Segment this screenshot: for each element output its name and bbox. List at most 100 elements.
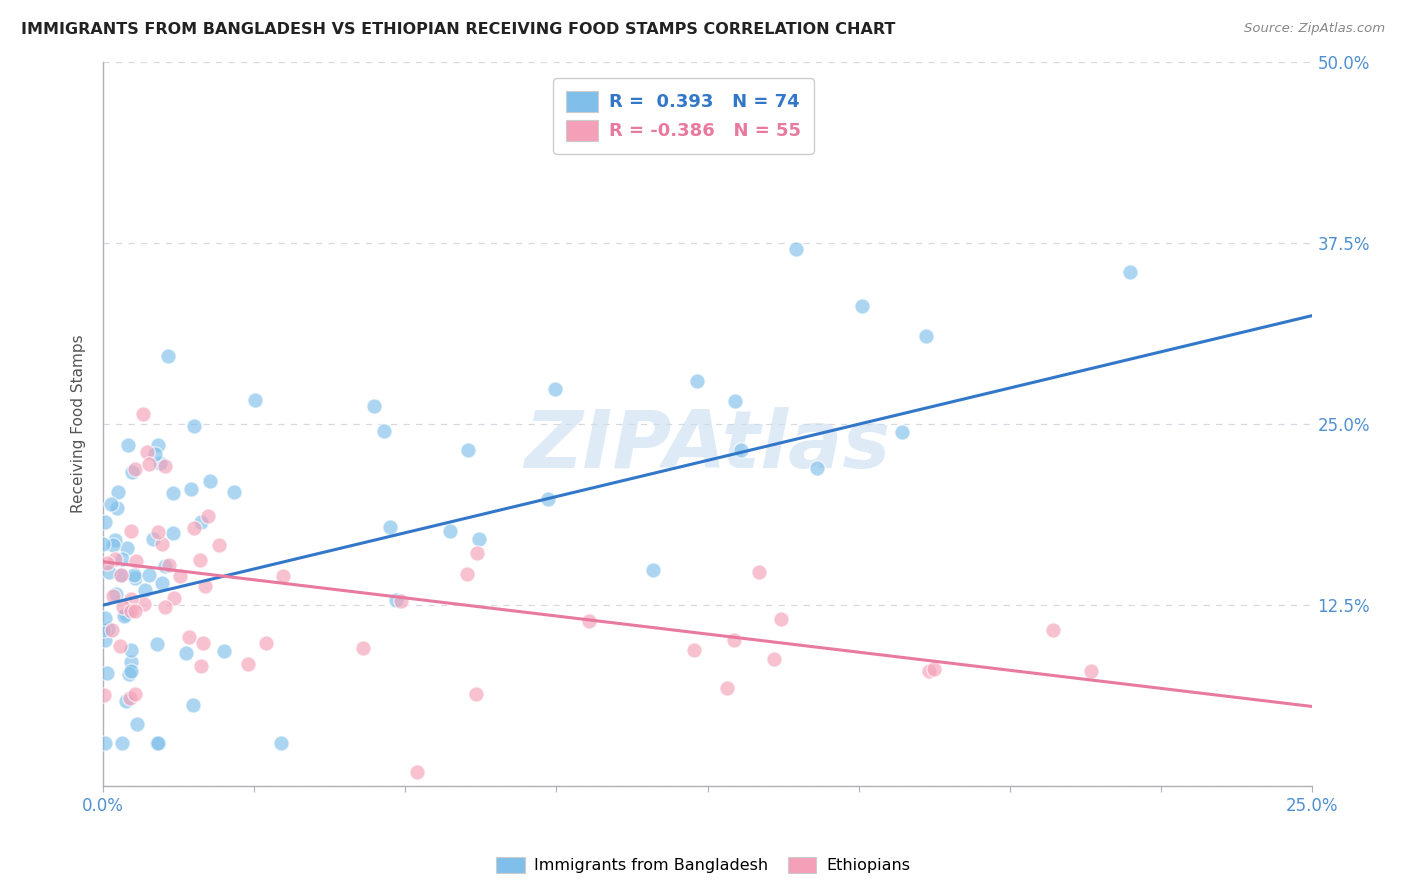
Point — [125, 554, 148, 568]
Point — [785, 242, 807, 256]
Point — [762, 651, 785, 665]
Point — [132, 597, 155, 611]
Legend: R =  0.393   N = 74, R = -0.386   N = 55: R = 0.393 N = 74, R = -0.386 N = 55 — [553, 78, 814, 153]
Point — [198, 474, 221, 488]
Point — [157, 350, 180, 364]
Point — [153, 600, 176, 615]
Point — [110, 568, 132, 582]
Point — [101, 537, 124, 551]
Point — [157, 558, 180, 573]
Point — [124, 571, 146, 585]
Point — [94, 736, 117, 750]
Point — [716, 681, 738, 695]
Point — [174, 646, 197, 660]
Point — [748, 566, 770, 580]
Point — [148, 736, 170, 750]
Point — [150, 537, 173, 551]
Point — [105, 501, 128, 516]
Point — [190, 658, 212, 673]
Point — [108, 639, 131, 653]
Point — [121, 466, 143, 480]
Text: ZIPAtlas: ZIPAtlas — [524, 407, 891, 485]
Point — [111, 552, 134, 566]
Point — [1042, 623, 1064, 637]
Text: Source: ZipAtlas.com: Source: ZipAtlas.com — [1244, 22, 1385, 36]
Point — [153, 458, 176, 473]
Point — [118, 691, 141, 706]
Point — [112, 608, 135, 623]
Point — [132, 407, 155, 421]
Point — [96, 666, 118, 681]
Point — [120, 524, 142, 538]
Legend: Immigrants from Bangladesh, Ethiopians: Immigrants from Bangladesh, Ethiopians — [489, 850, 917, 880]
Point — [142, 533, 165, 547]
Point — [270, 736, 292, 750]
Point — [851, 299, 873, 313]
Point — [254, 636, 277, 650]
Point — [149, 456, 172, 470]
Point — [115, 607, 138, 622]
Point — [94, 632, 117, 647]
Point — [194, 579, 217, 593]
Point — [146, 637, 169, 651]
Point — [111, 599, 134, 614]
Point — [93, 515, 115, 529]
Point — [96, 556, 118, 570]
Point — [97, 623, 120, 637]
Point — [378, 519, 401, 533]
Point — [110, 567, 132, 582]
Point — [125, 717, 148, 731]
Point — [686, 374, 709, 388]
Point — [143, 447, 166, 461]
Point — [117, 438, 139, 452]
Point — [177, 630, 200, 644]
Point — [111, 736, 134, 750]
Point — [1119, 265, 1142, 279]
Point — [544, 382, 567, 396]
Point — [271, 569, 294, 583]
Point — [120, 656, 142, 670]
Point — [468, 532, 491, 546]
Point — [146, 438, 169, 452]
Point — [122, 567, 145, 582]
Point — [120, 592, 142, 607]
Point — [385, 593, 408, 607]
Point — [208, 538, 231, 552]
Point — [117, 666, 139, 681]
Point — [922, 661, 945, 675]
Point — [224, 485, 246, 500]
Point — [769, 612, 792, 626]
Point — [138, 457, 160, 471]
Point — [197, 509, 219, 524]
Point — [352, 640, 374, 655]
Point — [183, 698, 205, 712]
Point — [641, 563, 664, 577]
Point — [724, 393, 747, 408]
Point — [124, 604, 146, 618]
Point — [100, 496, 122, 510]
Point — [1080, 664, 1102, 678]
Point — [107, 485, 129, 500]
Point — [188, 553, 211, 567]
Point — [135, 445, 157, 459]
Point — [183, 521, 205, 535]
Point — [162, 486, 184, 500]
Point — [93, 623, 115, 637]
Point — [405, 764, 427, 779]
Point — [138, 568, 160, 582]
Text: IMMIGRANTS FROM BANGLADESH VS ETHIOPIAN RECEIVING FOOD STAMPS CORRELATION CHART: IMMIGRANTS FROM BANGLADESH VS ETHIOPIAN … — [21, 22, 896, 37]
Point — [162, 526, 184, 541]
Point — [104, 552, 127, 566]
Point — [93, 688, 115, 702]
Point — [115, 694, 138, 708]
Point — [915, 329, 938, 343]
Point — [363, 399, 385, 413]
Point — [180, 483, 202, 497]
Point — [120, 643, 142, 657]
Point — [918, 664, 941, 678]
Point — [115, 541, 138, 555]
Point — [373, 424, 395, 438]
Point — [169, 568, 191, 582]
Point — [124, 462, 146, 476]
Point — [93, 611, 115, 625]
